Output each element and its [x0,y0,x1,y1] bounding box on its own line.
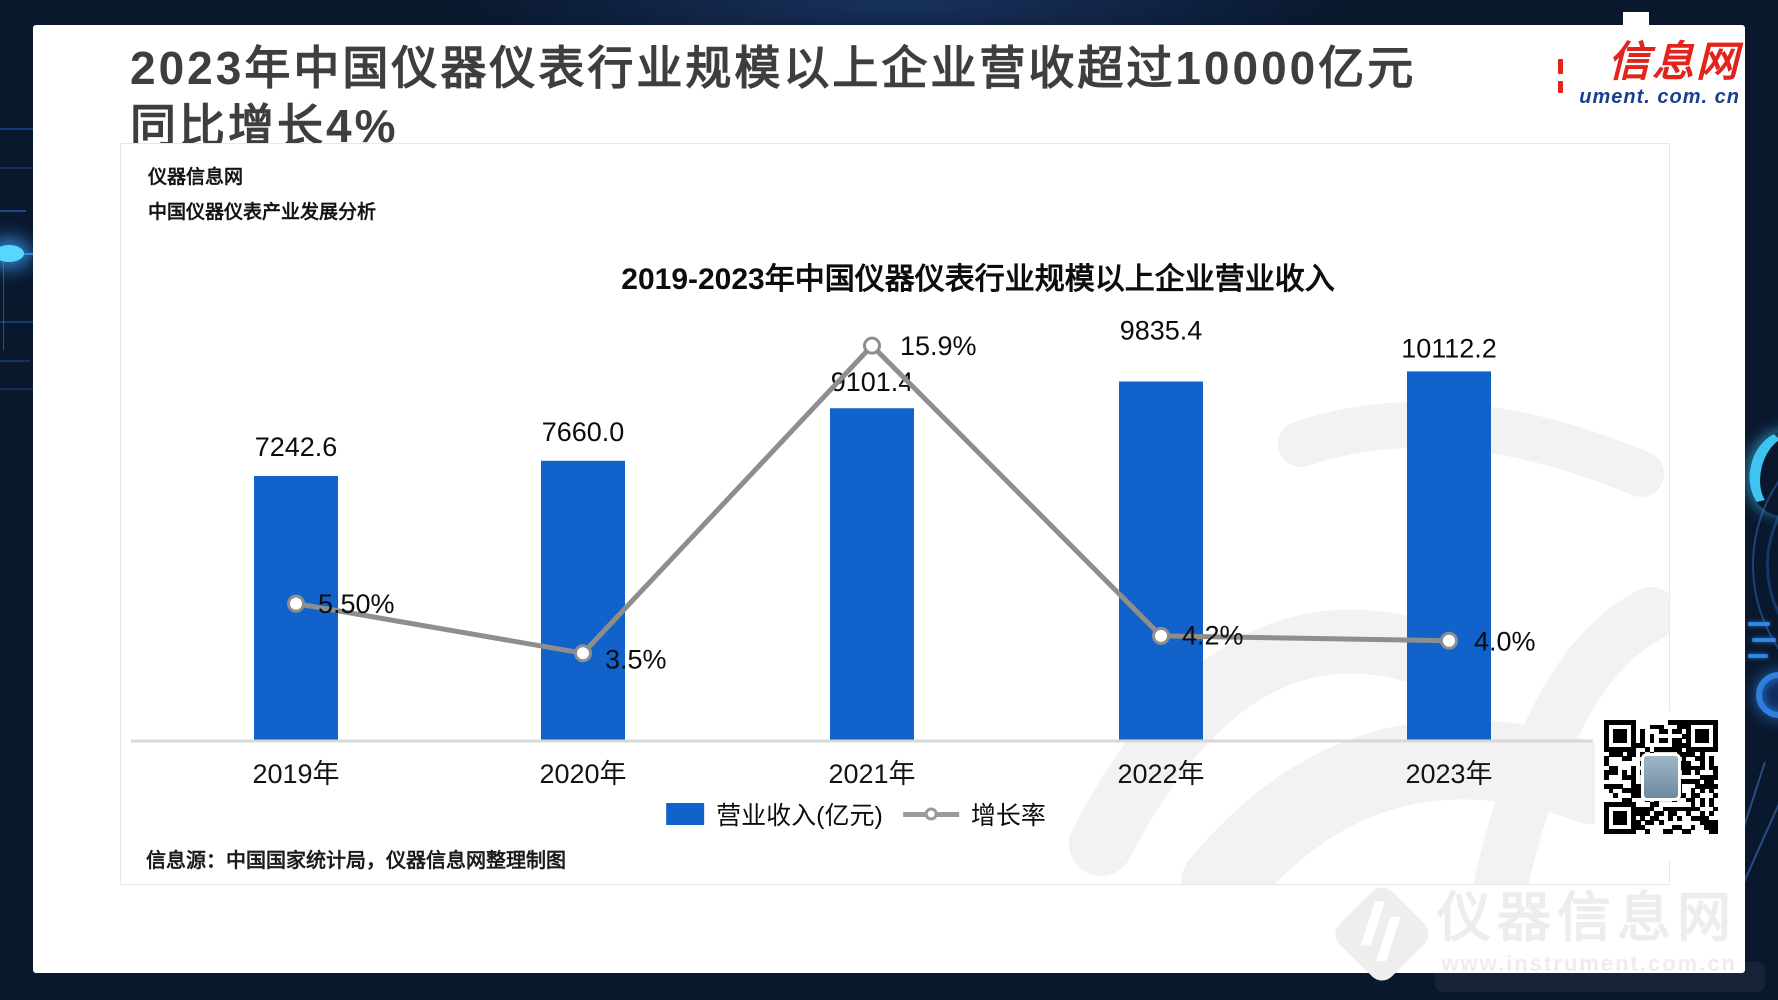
growth-value-label: 4.0% [1474,626,1536,656]
glow-node [0,245,24,262]
x-axis-label: 2019年 [252,759,339,789]
legend-bar-swatch [666,803,705,825]
logo-fragment [1558,81,1563,93]
growth-point-2021年 [863,336,881,355]
growth-value-label: 4.2% [1182,620,1244,650]
bar-2021年 [830,408,914,740]
x-axis-label: 2023年 [1405,759,1492,789]
site-logo-url: ument. com. cn [1579,86,1740,108]
report-subtitle: 中国仪器仪表产业发展分析 [148,202,377,223]
growth-point-2022年 [1152,626,1170,645]
slide-card: 2023年中国仪器仪表行业规模以上企业营收超过10000亿元 同比增长4% 信息… [33,25,1745,987]
chart-legend: 营业收入(亿元) 增长率 [666,796,1046,832]
circuit-line [0,167,34,169]
chart-title: 2019-2023年中国仪器仪表行业规模以上企业营业收入 [621,263,1335,296]
x-axis-label: 2020年 [539,759,626,789]
qr-center-photo [1641,753,1681,801]
circuit-line [0,210,26,212]
bar-value-label: 10112.2 [1401,333,1497,363]
circuit-line [0,360,30,362]
logo-fragment [1558,59,1563,74]
site-logo-cn: 信息网 [1607,38,1740,85]
bar-value-label: 7242.6 [255,432,338,462]
bar-value-label: 7660.0 [542,417,625,447]
growth-value-label: 15.9% [900,331,977,361]
revenue-growth-chart: 7242.67660.09101.49835.410112.25.50%3.5%… [131,315,1669,884]
circuit-dash [1748,622,1770,626]
circuit-line [1744,784,1778,886]
glow-arc [1744,422,1778,524]
growth-point-2023年 [1440,631,1458,650]
site-logo: 信息网 ument. com. cn [1579,38,1740,108]
circuit-line [0,321,34,323]
x-axis-label: 2021年 [828,759,915,789]
x-axis-label: 2022年 [1117,759,1204,789]
circuit-vertical-line [3,255,4,350]
card-notch [1623,12,1649,26]
circuit-dash [1748,654,1768,658]
legend-line-dot-icon [924,807,938,821]
legend-bar-label: 营业收入(亿元) [716,802,883,830]
growth-point-2020年 [574,644,592,663]
circuit-dash [1752,638,1776,642]
legend-line-marker [902,807,959,821]
page-title: 2023年中国仪器仪表行业规模以上企业营收超过10000亿元 同比增长4% [130,39,1570,155]
right-circuit-decoration [1744,0,1778,1000]
watermark-overflow [1435,962,1765,992]
watermark-cn: 仪器信息网 [1437,888,1737,948]
source-note: 信息源：中国国家统计局，仪器信息网整理制图 [146,850,566,872]
left-circuit-decoration [0,0,34,1000]
legend-line-label: 增长率 [970,802,1046,830]
brand-label: 仪器信息网 [148,167,244,188]
bar-value-label: 9835.4 [1120,315,1203,345]
page-title-line1: 2023年中国仪器仪表行业规模以上企业营收超过10000亿元 [130,42,1417,94]
circuit-line [0,128,34,130]
growth-point-2019年 [287,594,305,613]
growth-value-label: 5.50% [318,589,395,619]
bar-2020年 [541,460,625,740]
bar-2022年 [1119,381,1203,740]
glow-node-ring [1756,672,1778,718]
bar-2023年 [1407,371,1491,740]
growth-value-label: 3.5% [605,645,667,675]
qr-code [1595,711,1727,861]
circuit-line [0,388,34,390]
watermark-logo-icon [1329,881,1435,987]
chart-panel: 仪器信息网 中国仪器仪表产业发展分析 2019-2023年中国仪器仪表行业规模以… [120,143,1670,885]
